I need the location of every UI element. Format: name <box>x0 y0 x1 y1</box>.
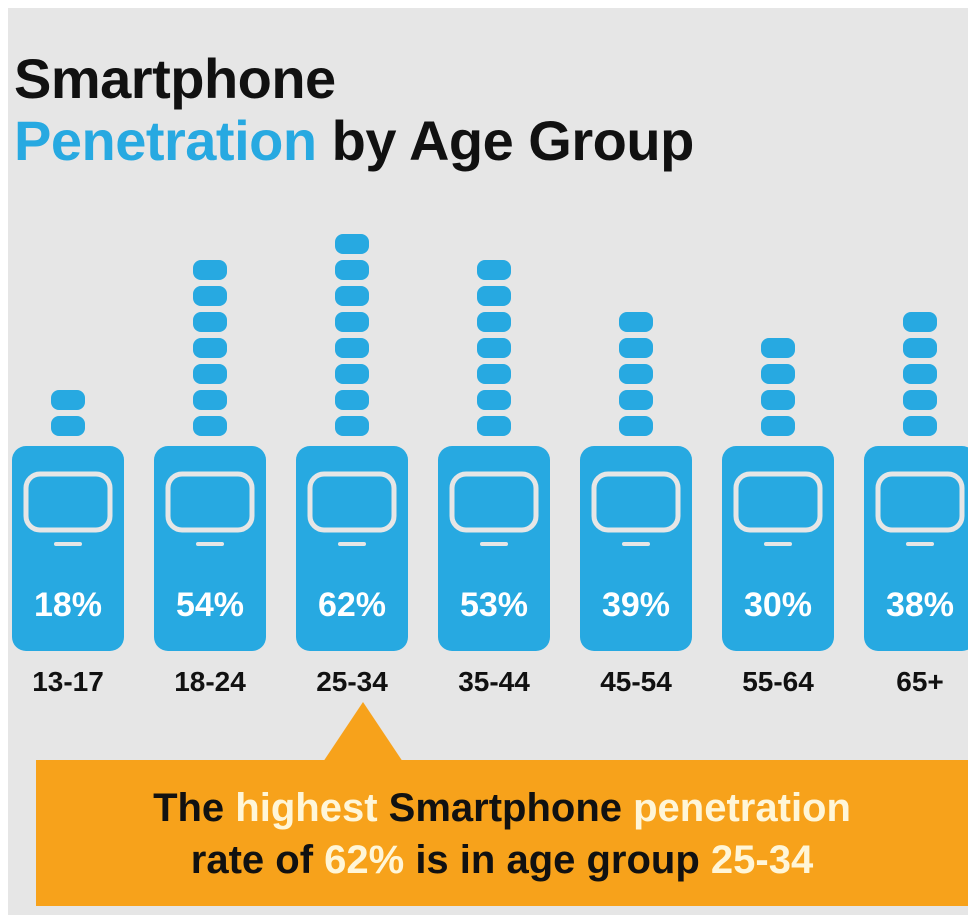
bar-antenna-segment <box>335 286 369 306</box>
category-label: 18-24 <box>174 666 246 697</box>
callout-text: The highest Smartphone penetration rate o… <box>36 782 968 886</box>
phone-screen <box>733 471 823 533</box>
callout-part: Smartphone <box>377 786 634 830</box>
bar-antenna-segment <box>619 364 653 384</box>
bar-antenna-segment <box>193 286 227 306</box>
bar-value-label: 62% <box>318 586 386 624</box>
bar-antenna-segment <box>51 416 85 436</box>
phone-speaker <box>338 542 366 546</box>
category-label: 35-44 <box>458 666 530 697</box>
bar-phone-body <box>296 446 408 651</box>
bar-antenna-segment <box>335 312 369 332</box>
callout-part: rate of <box>190 838 325 882</box>
callout-highlight: 25-34 <box>710 838 814 882</box>
bar-phone-body <box>438 446 550 651</box>
bar-phone-body <box>864 446 968 651</box>
bar-value-label: 18% <box>34 586 102 624</box>
category-label: 25-34 <box>316 666 388 697</box>
category-label: 65+ <box>896 666 944 697</box>
phone-screen <box>591 471 681 533</box>
chart-title: Smartphone Penetration by Age Group <box>14 48 694 172</box>
bar-antenna-segment <box>903 312 937 332</box>
callout-highlight: penetration <box>633 786 851 830</box>
bar-antenna-segment <box>193 260 227 280</box>
phone-screen <box>165 471 255 533</box>
bar-antenna-segment <box>761 364 795 384</box>
bar-antenna-segment <box>477 260 511 280</box>
bar-antenna-segment <box>619 416 653 436</box>
category-label: 13-17 <box>32 666 104 697</box>
bar-phone-body <box>722 446 834 651</box>
phone-speaker <box>54 542 82 546</box>
bar-antenna-segment <box>193 364 227 384</box>
bar-antenna-segment <box>761 390 795 410</box>
bar-value-label: 30% <box>744 586 812 624</box>
title-line-2: Penetration by Age Group <box>14 110 694 172</box>
bar-antenna-segment <box>477 390 511 410</box>
callout-pointer <box>323 702 403 762</box>
bar-antenna-segment <box>193 390 227 410</box>
title-accent: Penetration <box>14 109 317 172</box>
bar-antenna-segment <box>761 338 795 358</box>
callout-highlight: highest <box>235 786 378 830</box>
category-label: 55-64 <box>742 666 814 697</box>
bar-antenna-segment <box>335 260 369 280</box>
bar-phone-body <box>154 446 266 651</box>
phone-speaker <box>906 542 934 546</box>
bar-antenna-segment <box>51 390 85 410</box>
phone-screen <box>307 471 397 533</box>
phone-speaker <box>480 542 508 546</box>
phone-screen <box>449 471 539 533</box>
bar-antenna-segment <box>477 312 511 332</box>
bar-phone-body <box>12 446 124 651</box>
callout-part: is in age group <box>404 838 711 882</box>
bar-antenna-segment <box>477 338 511 358</box>
phone-screen <box>23 471 113 533</box>
title-rest: by Age Group <box>316 109 695 172</box>
category-label: 45-54 <box>600 666 672 697</box>
bar-antenna-segment <box>193 416 227 436</box>
bar-value-label: 38% <box>886 586 954 624</box>
bar-antenna-segment <box>335 390 369 410</box>
bar-antenna-segment <box>619 312 653 332</box>
bar-antenna-segment <box>477 364 511 384</box>
bar-antenna-segment <box>335 338 369 358</box>
phone-speaker <box>764 542 792 546</box>
bar-antenna-segment <box>335 416 369 436</box>
callout-part: The <box>153 786 236 830</box>
bar-value-label: 54% <box>176 586 244 624</box>
bar-antenna-segment <box>619 390 653 410</box>
callout-highlight: 62% <box>324 838 405 882</box>
bar-antenna-segment <box>335 364 369 384</box>
bar-value-label: 39% <box>602 586 670 624</box>
phone-speaker <box>196 542 224 546</box>
bar-antenna-segment <box>619 338 653 358</box>
bar-antenna-segment <box>477 286 511 306</box>
bar-value-label: 53% <box>460 586 528 624</box>
bar-antenna-segment <box>903 338 937 358</box>
title-line-1: Smartphone <box>14 47 336 110</box>
bar-antenna-segment <box>903 364 937 384</box>
bar-antenna-segment <box>335 234 369 254</box>
phone-screen <box>875 471 965 533</box>
bar-phone-body <box>580 446 692 651</box>
callout-box: The highest Smartphone penetration rate o… <box>36 760 968 906</box>
bar-antenna-segment <box>903 390 937 410</box>
bar-antenna-segment <box>903 416 937 436</box>
bar-antenna-segment <box>761 416 795 436</box>
bar-chart: 18% 13-17 54% 18-24 62% 25-34 53% 35-44 39% 45-54… <box>12 234 968 697</box>
bar-antenna-segment <box>193 312 227 332</box>
bar-antenna-segment <box>193 338 227 358</box>
phone-speaker <box>622 542 650 546</box>
bar-antenna-segment <box>477 416 511 436</box>
infographic: Smartphone Penetration by Age Group 18% 1… <box>8 8 968 915</box>
